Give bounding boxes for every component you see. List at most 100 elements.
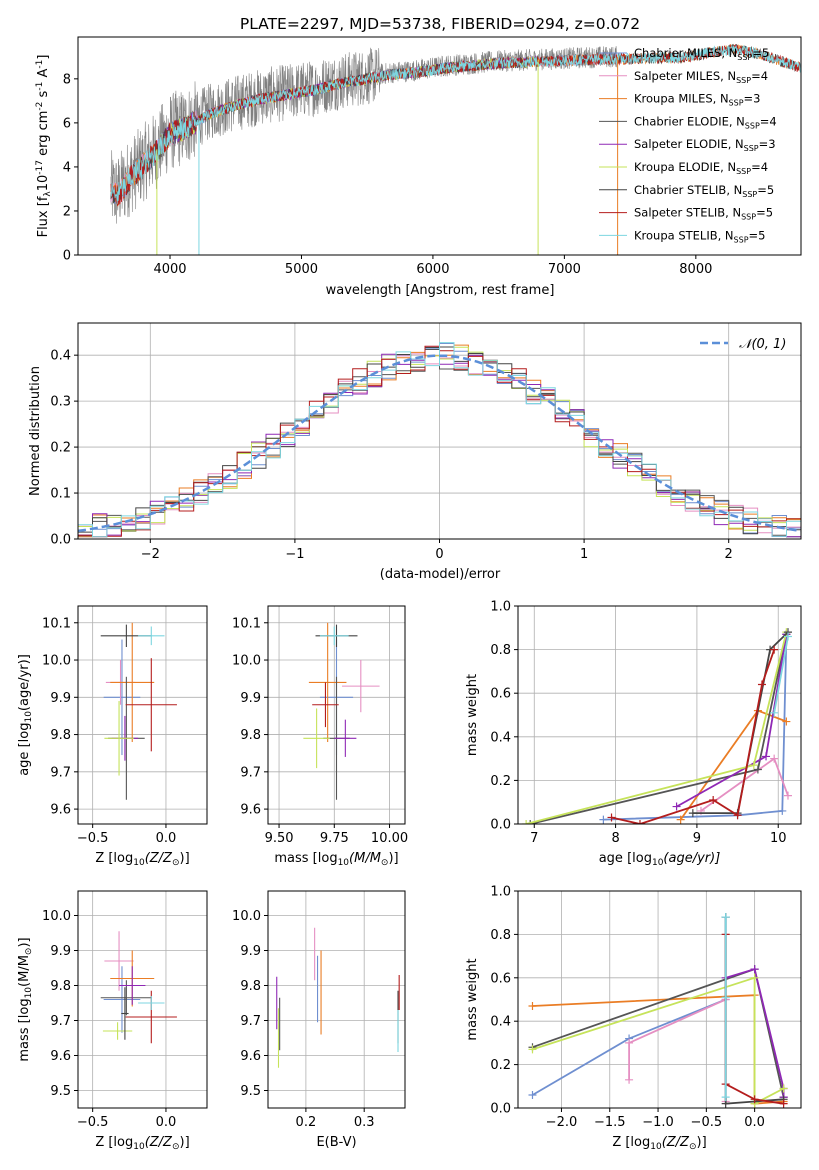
- ytick-label: 9.6: [50, 1049, 71, 1064]
- ytick-label: 9.5: [240, 1084, 261, 1099]
- legend-entry: Kroupa ELODIE, NSSP=4: [634, 160, 768, 176]
- hist-xlabel: (data-model)/error: [380, 567, 501, 582]
- model-spectrum-kroupa_stelib: [110, 44, 801, 204]
- xtick-label: −0.5: [691, 1115, 723, 1130]
- spectrum-xlabel: wavelength [Angstrom, rest frame]: [326, 283, 555, 298]
- weight-marker-salpeter_stelib: [750, 1095, 759, 1104]
- xtick-label: −2.0: [546, 1115, 578, 1130]
- ytick-label: 10.1: [42, 616, 71, 631]
- xtick-label: −0.5: [77, 831, 109, 846]
- weight-marker-kroupa_miles: [676, 815, 685, 824]
- xlabel: mass [log10(M/M⊙)]: [274, 851, 398, 868]
- mass-age-panel: 9.50 9.75 10.00 9.6 9.7 9.8 9.9 10.0 10.1 mass [l…: [232, 605, 408, 868]
- xlabel: Z [log10(Z/Z⊙)]: [612, 1135, 706, 1152]
- weight-marker-salpeter_miles: [625, 1038, 634, 1047]
- xtick-label: 0.2: [296, 1115, 317, 1130]
- legend-entry: Kroupa STELIB, NSSP=5: [634, 228, 765, 244]
- ytick-label: 0.6: [490, 687, 511, 702]
- hist-legend-label: 𝒩(0, 1): [739, 337, 786, 352]
- spectrum-ytick-label: 2: [63, 204, 71, 219]
- xtick-label: 8: [611, 831, 619, 846]
- weight-line-kroupa_elodie: [532, 976, 785, 1106]
- weight-marker-salpeter_miles: [770, 754, 779, 763]
- weight-marker-salpeter_elodie: [672, 802, 681, 811]
- weight-line-chabrier_elodie: [529, 634, 788, 824]
- weight-marker-salpeter_stelib: [635, 820, 644, 824]
- legend-entry: Chabrier MILES, NSSP=5: [634, 46, 769, 62]
- ytick-label: 0.2: [490, 774, 511, 789]
- weight-marker-kroupa_elodie: [750, 973, 759, 982]
- hist-xtick-label: 1: [580, 547, 588, 562]
- xtick-label: 9.50: [265, 831, 294, 846]
- ytick-label: 0.0: [490, 1102, 511, 1117]
- weight-marker-kroupa_elodie: [528, 1045, 537, 1054]
- hist-ytick-label: 0.0: [50, 533, 71, 548]
- ytick-label: 9.7: [50, 765, 71, 780]
- weight-line-salpeter_stelib: [611, 649, 776, 824]
- ebv-mass-panel: 0.2 0.3 9.5 9.6 9.7 9.8 9.9 10.0 E(B-V): [232, 890, 406, 1150]
- weight-line-kroupa_elodie: [525, 631, 788, 824]
- weight-marker-kroupa_elodie: [779, 1084, 788, 1093]
- weight-marker-salpeter_stelib: [709, 796, 718, 805]
- weight-marker-chabrier_elodie: [526, 820, 535, 824]
- ytick-label: 9.8: [50, 728, 71, 743]
- hist-step-kroupa_stelib: [78, 342, 801, 538]
- ytick-label: 9.8: [50, 979, 71, 994]
- ylabel: age [log10(age/yr)]: [17, 654, 34, 776]
- ytick-label: 9.6: [240, 1049, 261, 1064]
- z-mass-panel: −0.5 0.0 9.5 9.6 9.7 9.8 9.9 10.0 Z [log10(Z/Z⊙)…: [17, 890, 208, 1152]
- ytick-label: 10.0: [42, 909, 71, 924]
- z-weight-panel: −2.0 −1.5 −1.0 −0.5 0.0 0.0 0.2 0.4 0.6 0.8 1.0 Z […: [465, 885, 802, 1152]
- xtick-label: −1.0: [642, 1115, 674, 1130]
- xtick-label: 0.0: [744, 1115, 765, 1130]
- ytick-label: 9.9: [50, 944, 71, 959]
- weight-marker-salpeter_stelib: [770, 645, 779, 654]
- ytick-label: 9.6: [50, 803, 71, 818]
- ytick-label: 10.0: [232, 654, 261, 669]
- xtick-label: 7: [530, 831, 538, 846]
- ytick-label: 9.7: [240, 765, 261, 780]
- weight-marker-kroupa_miles: [528, 1002, 537, 1011]
- ytick-label: 10.0: [232, 909, 261, 924]
- spectrum-xtick-label: 4000: [153, 262, 186, 277]
- weight-marker-salpeter_stelib: [733, 811, 742, 820]
- panel-frame: [517, 890, 802, 1109]
- spectrum-xtick-label: 7000: [548, 262, 581, 277]
- age-weight-panel: 7 8 9 10 0.0 0.2 0.4 0.6 0.8 1.0 age [log10(age/yr…: [465, 600, 802, 868]
- xtick-label: 0.0: [156, 1115, 177, 1130]
- weight-marker-salpeter_stelib: [779, 1099, 788, 1108]
- hist-ytick-label: 0.3: [50, 395, 71, 410]
- ytick-label: 9.9: [240, 944, 261, 959]
- ytick-label: 0.2: [490, 1058, 511, 1073]
- panel-frame: [77, 890, 208, 1109]
- weight-marker-kroupa_stelib: [721, 993, 730, 1002]
- xtick-label: −1.5: [594, 1115, 626, 1130]
- legend-entry: Salpeter STELIB, NSSP=5: [634, 206, 773, 222]
- ytick-label: 9.8: [240, 728, 261, 743]
- panel-frame: [517, 605, 802, 825]
- ylabel: mass weight: [465, 674, 480, 756]
- ytick-label: 9.8: [240, 979, 261, 994]
- weight-marker-kroupa_stelib: [770, 708, 779, 717]
- weight-marker-salpeter_elodie: [762, 752, 771, 761]
- xlabel: E(B-V): [316, 1135, 356, 1150]
- ytick-label: 10.1: [232, 616, 261, 631]
- ytick-label: 9.6: [240, 803, 261, 818]
- hist-legend: 𝒩(0, 1): [700, 337, 786, 352]
- weight-marker-kroupa_elodie: [522, 820, 531, 824]
- weight-marker-kroupa_stelib: [721, 913, 730, 922]
- spectrum-ylabel: Flux [fλ10-17 erg cm-2 s-1 A-1]: [35, 55, 53, 238]
- hist-xtick-label: 2: [725, 547, 733, 562]
- xlabel: age [log10(age/yr)]: [599, 851, 721, 868]
- weight-marker-salpeter_stelib: [607, 813, 616, 822]
- hist-xtick-label: −1: [285, 547, 304, 562]
- hist-ytick-label: 0.4: [50, 349, 71, 364]
- xlabel: Z [log10(Z/Z⊙)]: [95, 1135, 189, 1152]
- weight-marker-salpeter_miles: [625, 1075, 634, 1084]
- weight-marker-chabrier_stelib: [688, 809, 697, 818]
- legend-entry: Chabrier STELIB, NSSP=5: [634, 183, 774, 199]
- legend-entry: Salpeter ELODIE, NSSP=3: [634, 137, 776, 153]
- weight-line-chabrier_stelib: [692, 631, 789, 814]
- ylabel: mass [log10(M/M⊙)]: [17, 937, 34, 1061]
- xtick-label: 9: [693, 831, 701, 846]
